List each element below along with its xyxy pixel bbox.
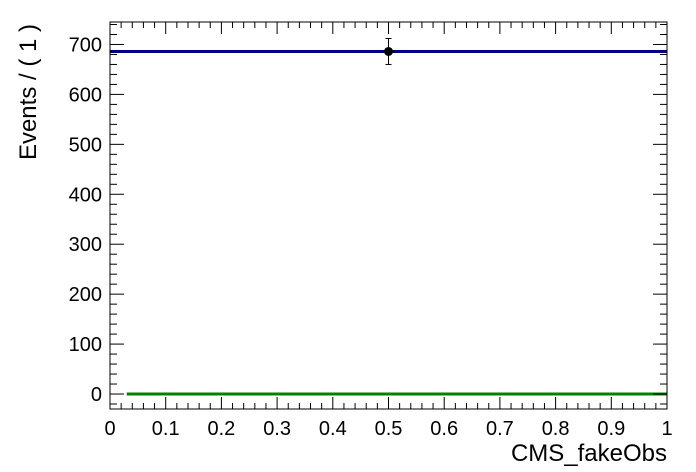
x-axis-title: CMS_fakeObs [511, 440, 667, 467]
axis-ticks [109, 22, 668, 409]
x-tick-label: 1 [661, 418, 672, 440]
y-tick-label: 300 [69, 234, 102, 256]
x-tick-label: 0 [104, 418, 115, 440]
x-tick-label: 0.6 [430, 418, 458, 440]
x-tick-label: 0.5 [375, 418, 403, 440]
y-axis-title: Events / ( 1 ) [15, 24, 42, 160]
x-tick-label: 0.1 [152, 418, 180, 440]
x-tick-label: 0.9 [597, 418, 625, 440]
y-tick-label: 100 [69, 334, 102, 356]
data-point [384, 46, 393, 56]
y-tick-label: 700 [69, 34, 102, 56]
x-tick-label: 0.2 [207, 418, 235, 440]
y-tick-labels: 0 100 200 300 400 500 600 700 [69, 34, 102, 406]
plot-marks [110, 37, 667, 396]
y-tick-label: 600 [69, 84, 102, 106]
y-tick-label: 400 [69, 184, 102, 206]
x-tick-label: 0.4 [319, 418, 347, 440]
x-tick-label: 0.8 [542, 418, 570, 440]
y-tick-label: 0 [91, 384, 102, 406]
x-tick-label: 0.3 [263, 418, 291, 440]
x-tick-label: 0.7 [486, 418, 514, 440]
y-tick-label: 200 [69, 284, 102, 306]
y-tick-label: 500 [69, 134, 102, 156]
x-tick-labels: 0 0.1 0.2 0.3 0.4 0.5 0.6 0.7 0.8 0.9 1 [104, 418, 672, 440]
